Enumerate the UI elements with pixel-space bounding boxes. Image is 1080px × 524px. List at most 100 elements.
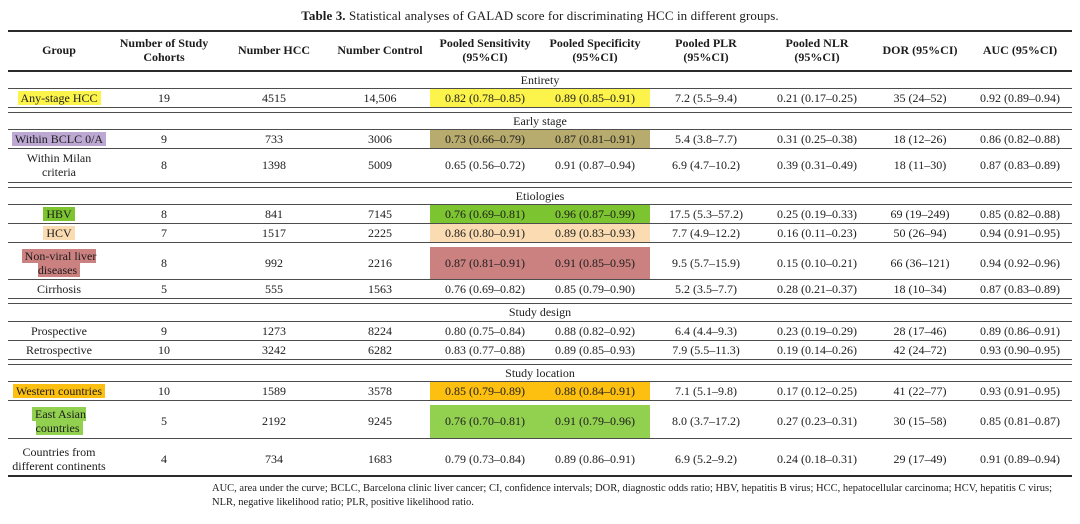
cell-pooled-specificity-95-ci: 0.87 (0.81–0.91) bbox=[540, 129, 650, 150]
cell-number-control: 7145 bbox=[330, 204, 430, 224]
cell-number-hcc: 555 bbox=[218, 279, 330, 300]
group-cell: Any-stage HCC bbox=[8, 88, 110, 108]
cell-dor-95-ci: 28 (17–46) bbox=[872, 321, 968, 341]
section-header-label: Early stage bbox=[8, 111, 1072, 131]
cell-pooled-plr-95-ci: 9.5 (5.7–15.9) bbox=[650, 247, 762, 281]
cell-pooled-specificity-95-ci: 0.89 (0.83–0.93) bbox=[540, 223, 650, 244]
col-header-group: Group bbox=[8, 30, 110, 72]
group-highlight: HBV bbox=[43, 206, 75, 221]
cell-pooled-sensitivity-95-ci: 0.87 (0.81–0.91) bbox=[430, 247, 540, 281]
cell-pooled-sensitivity-95-ci: 0.80 (0.75–0.84) bbox=[430, 321, 540, 341]
cell-dor-95-ci: 30 (15–58) bbox=[872, 405, 968, 439]
cell-number-control: 3578 bbox=[330, 381, 430, 402]
cell-number-of-study-cohorts: 9 bbox=[110, 321, 218, 341]
cell-number-control: 2225 bbox=[330, 223, 430, 244]
group-highlight: Any-stage HCC bbox=[17, 90, 101, 105]
cell-auc-95-ci: 0.89 (0.86–0.91) bbox=[968, 321, 1072, 341]
table-row-hcv: HCV 7 1517 2225 0.86 (0.80–0.91) 0.89 (0.83–0… bbox=[8, 223, 1072, 244]
cell-pooled-plr-95-ci: 5.4 (3.8–7.7) bbox=[650, 129, 762, 150]
cell-pooled-nlr-95-ci: 0.19 (0.14–0.26) bbox=[762, 340, 872, 360]
cell-pooled-nlr-95-ci: 0.23 (0.19–0.29) bbox=[762, 321, 872, 341]
cell-pooled-plr-95-ci: 8.0 (3.7–17.2) bbox=[650, 405, 762, 439]
cell-number-control: 9245 bbox=[330, 405, 430, 439]
table-row-east-asian-countries: East Asian countries 5 2192 9245 0.76 (0.70–… bbox=[8, 405, 1072, 439]
header-row: Group Number of Study Cohorts Number HCC Nu… bbox=[8, 30, 1072, 72]
col-header-number-control: Number Control bbox=[330, 30, 430, 72]
cell-number-hcc: 734 bbox=[218, 442, 330, 477]
cell-number-of-study-cohorts: 8 bbox=[110, 204, 218, 224]
cell-pooled-sensitivity-95-ci: 0.85 (0.79–0.89) bbox=[430, 381, 540, 402]
cell-pooled-nlr-95-ci: 0.16 (0.11–0.23) bbox=[762, 223, 872, 244]
cell-number-control: 1563 bbox=[330, 279, 430, 300]
cell-auc-95-ci: 0.86 (0.82–0.88) bbox=[968, 129, 1072, 150]
cell-number-of-study-cohorts: 9 bbox=[110, 129, 218, 150]
cell-number-hcc: 733 bbox=[218, 129, 330, 150]
cell-number-of-study-cohorts: 10 bbox=[110, 340, 218, 360]
cell-pooled-specificity-95-ci: 0.96 (0.87–0.99) bbox=[540, 204, 650, 224]
cell-auc-95-ci: 0.87 (0.83–0.89) bbox=[968, 279, 1072, 300]
cell-auc-95-ci: 0.85 (0.82–0.88) bbox=[968, 204, 1072, 224]
table-row-prospective: Prospective 9 1273 8224 0.80 (0.75–0.84) 0.88… bbox=[8, 321, 1072, 341]
section-header-study-location: Study location bbox=[8, 363, 1072, 383]
cell-dor-95-ci: 50 (26–94) bbox=[872, 223, 968, 244]
galad-statistics-table: Group Number of Study Cohorts Number HCC Nu… bbox=[8, 30, 1072, 477]
col-header-auc-95-ci: AUC (95%CI) bbox=[968, 30, 1072, 72]
col-header-pooled-specificity-95-ci: Pooled Specificity (95%CI) bbox=[540, 30, 650, 72]
cell-number-control: 6282 bbox=[330, 340, 430, 360]
group-cell: East Asian countries bbox=[8, 405, 110, 439]
cell-number-of-study-cohorts: 5 bbox=[110, 279, 218, 300]
cell-pooled-nlr-95-ci: 0.27 (0.23–0.31) bbox=[762, 405, 872, 439]
cell-pooled-plr-95-ci: 6.9 (5.2–9.2) bbox=[650, 442, 762, 477]
table-footnote: AUC, area under the curve; BCLC, Barcelo… bbox=[212, 482, 1052, 509]
cell-pooled-specificity-95-ci: 0.91 (0.87–0.94) bbox=[540, 148, 650, 183]
cell-pooled-plr-95-ci: 17.5 (5.3–57.2) bbox=[650, 204, 762, 224]
col-header-pooled-plr-95-ci: Pooled PLR (95%CI) bbox=[650, 30, 762, 72]
table-caption-label: Table 3. bbox=[301, 8, 346, 23]
col-header-number-of-study-cohorts: Number of Study Cohorts bbox=[110, 30, 218, 72]
cell-pooled-nlr-95-ci: 0.17 (0.12–0.25) bbox=[762, 381, 872, 402]
section-header-early-stage: Early stage bbox=[8, 111, 1072, 131]
group-cell: Prospective bbox=[8, 321, 110, 341]
cell-pooled-specificity-95-ci: 0.89 (0.85–0.91) bbox=[540, 88, 650, 108]
cell-number-hcc: 1517 bbox=[218, 223, 330, 244]
cell-number-control: 14,506 bbox=[330, 88, 430, 108]
group-cell: Western countries bbox=[8, 381, 110, 402]
cell-number-of-study-cohorts: 8 bbox=[110, 148, 218, 183]
cell-number-hcc: 4515 bbox=[218, 88, 330, 108]
group-highlight: East Asian countries bbox=[32, 407, 86, 436]
cell-auc-95-ci: 0.94 (0.92–0.96) bbox=[968, 247, 1072, 281]
cell-pooled-sensitivity-95-ci: 0.65 (0.56–0.72) bbox=[430, 148, 540, 183]
cell-pooled-sensitivity-95-ci: 0.76 (0.70–0.81) bbox=[430, 405, 540, 439]
cell-number-hcc: 1273 bbox=[218, 321, 330, 341]
cell-number-of-study-cohorts: 7 bbox=[110, 223, 218, 244]
table-row-countries-from-different-continents: Countries from different continents 4 734 1… bbox=[8, 442, 1072, 477]
cell-pooled-nlr-95-ci: 0.24 (0.18–0.31) bbox=[762, 442, 872, 477]
cell-number-hcc: 2192 bbox=[218, 405, 330, 439]
cell-dor-95-ci: 42 (24–72) bbox=[872, 340, 968, 360]
cell-number-hcc: 841 bbox=[218, 204, 330, 224]
cell-pooled-specificity-95-ci: 0.88 (0.82–0.92) bbox=[540, 321, 650, 341]
table-row-retrospective: Retrospective 10 3242 6282 0.83 (0.77–0.88) 0… bbox=[8, 340, 1072, 360]
group-cell: Within Milan criteria bbox=[8, 148, 110, 183]
table-header: Group Number of Study Cohorts Number HCC Nu… bbox=[8, 30, 1072, 72]
table-body: Entirety Any-stage HCC 19 4515 14,506 0.82 (0… bbox=[8, 70, 1072, 477]
cell-number-of-study-cohorts: 4 bbox=[110, 442, 218, 477]
table-row-cirrhosis: Cirrhosis 5 555 1563 0.76 (0.69–0.82) 0.85 (0… bbox=[8, 279, 1072, 300]
cell-pooled-sensitivity-95-ci: 0.86 (0.80–0.91) bbox=[430, 223, 540, 244]
cell-pooled-plr-95-ci: 7.9 (5.5–11.3) bbox=[650, 340, 762, 360]
table-row-non-viral-liver-diseases: Non-viral liver diseases 8 992 2216 0.87 (0.… bbox=[8, 247, 1072, 281]
cell-pooled-specificity-95-ci: 0.85 (0.79–0.90) bbox=[540, 279, 650, 300]
cell-dor-95-ci: 35 (24–52) bbox=[872, 88, 968, 108]
cell-pooled-plr-95-ci: 7.7 (4.9–12.2) bbox=[650, 223, 762, 244]
table-row-within-milan-criteria: Within Milan criteria 8 1398 5009 0.65 (0.56… bbox=[8, 148, 1072, 183]
cell-dor-95-ci: 66 (36–121) bbox=[872, 247, 968, 281]
cell-pooled-plr-95-ci: 5.2 (3.5–7.7) bbox=[650, 279, 762, 300]
cell-pooled-specificity-95-ci: 0.89 (0.86–0.91) bbox=[540, 442, 650, 477]
cell-number-of-study-cohorts: 19 bbox=[110, 88, 218, 108]
group-cell: Retrospective bbox=[8, 340, 110, 360]
table-row-western-countries: Western countries 10 1589 3578 0.85 (0.79–0.… bbox=[8, 381, 1072, 402]
cell-number-hcc: 1589 bbox=[218, 381, 330, 402]
cell-dor-95-ci: 18 (12–26) bbox=[872, 129, 968, 150]
cell-pooled-specificity-95-ci: 0.91 (0.79–0.96) bbox=[540, 405, 650, 439]
